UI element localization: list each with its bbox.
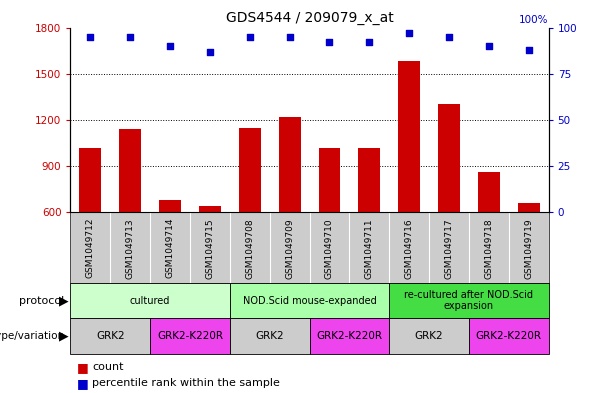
Text: GRK2: GRK2 [256, 331, 284, 341]
Point [364, 39, 374, 46]
Bar [319, 147, 340, 212]
Text: ■: ■ [77, 376, 88, 390]
Point [166, 43, 175, 49]
Text: genotype/variation: genotype/variation [0, 331, 64, 341]
Point [125, 34, 135, 40]
Text: ▶: ▶ [59, 294, 69, 307]
Bar [398, 61, 420, 212]
Text: GSM1049719: GSM1049719 [524, 218, 533, 279]
Text: GRK2: GRK2 [415, 331, 443, 341]
Bar [518, 203, 539, 212]
Text: GRK2-K220R: GRK2-K220R [316, 331, 383, 341]
Text: GRK2-K220R: GRK2-K220R [157, 331, 223, 341]
Text: protocol: protocol [19, 296, 64, 306]
Text: re-cultured after NOD.Scid
expansion: re-cultured after NOD.Scid expansion [405, 290, 533, 311]
Point [444, 34, 454, 40]
Text: ■: ■ [77, 361, 88, 374]
Text: GSM1049709: GSM1049709 [285, 218, 294, 279]
Point [524, 46, 533, 53]
Bar [230, 283, 389, 318]
Text: GRK2-K220R: GRK2-K220R [476, 331, 542, 341]
Text: GSM1049712: GSM1049712 [86, 218, 95, 278]
Bar [159, 200, 181, 212]
Point [86, 34, 96, 40]
Text: GSM1049717: GSM1049717 [444, 218, 454, 279]
Text: GSM1049718: GSM1049718 [484, 218, 493, 279]
Bar [389, 283, 549, 318]
Bar [389, 318, 469, 354]
Bar [70, 283, 230, 318]
Text: GSM1049714: GSM1049714 [166, 218, 175, 278]
Point [284, 34, 294, 40]
Bar [239, 128, 261, 212]
Text: GSM1049713: GSM1049713 [126, 218, 135, 279]
Point [245, 34, 255, 40]
Point [484, 43, 494, 49]
Text: 100%: 100% [519, 15, 549, 25]
Bar [478, 172, 500, 212]
Point [325, 39, 335, 46]
Text: GSM1049708: GSM1049708 [245, 218, 254, 279]
Text: GRK2: GRK2 [96, 331, 124, 341]
Bar [438, 105, 460, 212]
Bar [70, 318, 150, 354]
Bar [120, 129, 141, 212]
Point [205, 48, 215, 55]
Bar [150, 318, 230, 354]
Text: cultured: cultured [130, 296, 170, 306]
Text: GSM1049715: GSM1049715 [205, 218, 215, 279]
Bar [80, 147, 101, 212]
Bar [469, 318, 549, 354]
Text: GSM1049716: GSM1049716 [405, 218, 414, 279]
Bar [310, 318, 389, 354]
Bar [199, 206, 221, 212]
Title: GDS4544 / 209079_x_at: GDS4544 / 209079_x_at [226, 11, 394, 25]
Point [405, 30, 414, 36]
Text: GSM1049711: GSM1049711 [365, 218, 374, 279]
Text: percentile rank within the sample: percentile rank within the sample [92, 378, 280, 388]
Bar [230, 318, 310, 354]
Bar [279, 117, 300, 212]
Text: ▶: ▶ [59, 329, 69, 343]
Text: NOD.Scid mouse-expanded: NOD.Scid mouse-expanded [243, 296, 376, 306]
Text: GSM1049710: GSM1049710 [325, 218, 334, 279]
Text: count: count [92, 362, 123, 373]
Bar [359, 147, 380, 212]
